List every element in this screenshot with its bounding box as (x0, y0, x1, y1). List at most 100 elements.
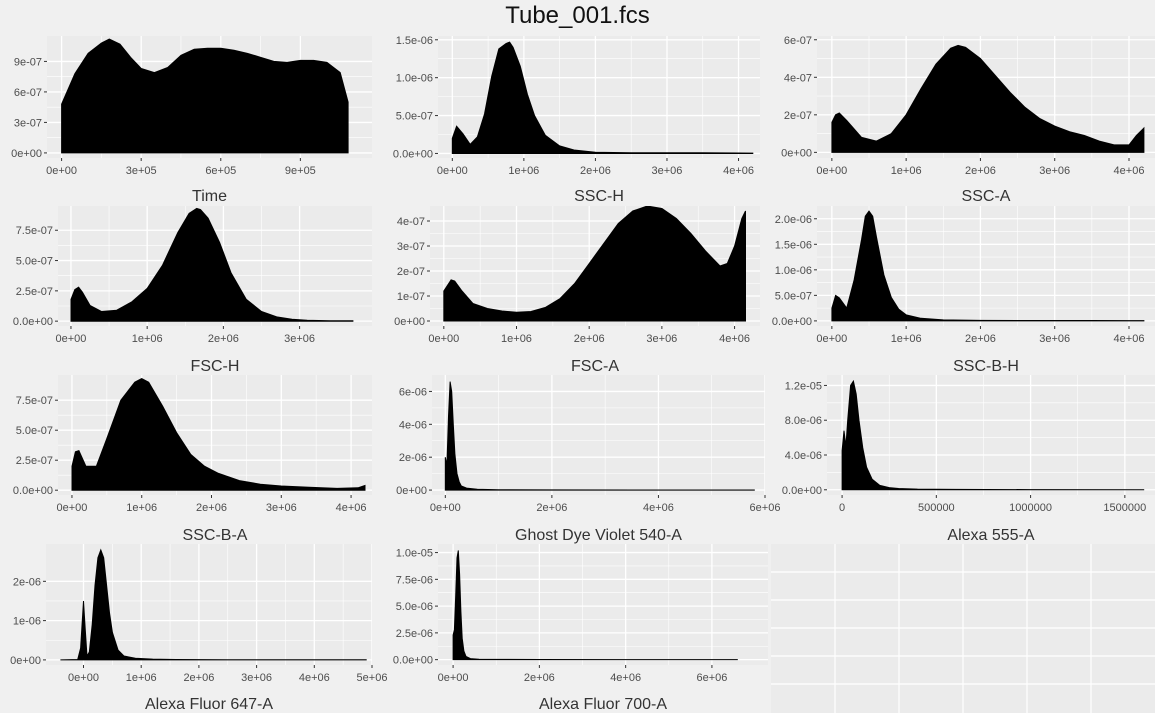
density-area (60, 548, 367, 661)
x-axis-title: SSC-H (574, 188, 624, 205)
x-tick-label: 6e+06 (696, 672, 727, 684)
y-tick-label: 7.5e-06 (396, 574, 433, 586)
x-tick-label: 2e+06 (965, 165, 996, 177)
y-tick-label: 8.0e-06 (785, 415, 822, 427)
density-area (70, 207, 354, 322)
x-axis-title: SSC-A (962, 188, 1011, 205)
x-axis-title: Time (192, 188, 227, 205)
panel-background (438, 544, 768, 665)
y-tick-label: 2.5e-06 (396, 628, 433, 640)
x-tick-label: 3e+06 (241, 672, 272, 684)
histogram-panel: 0e+00 2e+06 4e+06 6e+06 0.0e+00 2.5e-06 5.0e-0… (393, 544, 768, 713)
x-axis-title: Alexa Fluor 700-A (539, 696, 667, 713)
density-area (841, 379, 1145, 491)
x-tick-label: 3e+06 (266, 502, 297, 514)
y-tick-label: 2.5e-07 (16, 455, 53, 467)
x-tick-label: 4e+06 (610, 672, 641, 684)
density-area (831, 44, 1145, 153)
histogram-panel: 0e+00 1e+06 2e+06 3e+06 0.0e+00 2.5e-07 5.0e-0… (13, 206, 372, 375)
histogram-panel: 0 500000 1000000 1500000 0.0e+00 4.0e-06 8.0e-… (782, 375, 1155, 544)
x-tick-label: 0e+00 (816, 333, 847, 345)
x-axis-title: SSC-B-H (953, 358, 1019, 375)
density-area (451, 41, 754, 154)
x-tick-label: 2e+06 (183, 672, 214, 684)
x-tick-label: 2e+06 (574, 333, 605, 345)
y-tick-label: 1.0e-06 (396, 73, 433, 85)
y-tick-label: 2.5e-07 (16, 286, 53, 298)
y-tick-label: 0e+00 (10, 655, 41, 667)
x-tick-label: 2e+06 (196, 502, 227, 514)
y-tick-label: 1e-06 (13, 616, 41, 628)
x-axis-title: Ghost Dye Violet 540-A (515, 527, 682, 544)
x-tick-label: 9e+05 (285, 165, 316, 177)
x-axis-title: Alexa Fluor 647-A (145, 696, 273, 713)
x-tick-label: 1000000 (1009, 502, 1052, 514)
y-tick-label: 0.0e+00 (13, 316, 53, 328)
x-tick-label: 1e+06 (891, 165, 922, 177)
y-tick-label: 0e+00 (396, 485, 427, 497)
histogram-panel: 0e+00 1e+06 2e+06 3e+06 4e+06 0.0e+00 5.0e-07 1… (772, 206, 1155, 375)
y-tick-label: 7.5e-07 (16, 225, 53, 237)
y-tick-label: 0.0e+00 (782, 485, 822, 497)
x-tick-label: 4e+06 (299, 672, 330, 684)
x-tick-label: 1e+06 (508, 165, 539, 177)
x-axis-title: FSC-A (571, 358, 619, 375)
x-tick-label: 2e+06 (208, 333, 239, 345)
x-tick-label: 0e+00 (57, 502, 88, 514)
histogram-panel: 0e+00 3e+05 6e+05 9e+05 0e+00 3e-07 6e-07 9e-07… (11, 36, 372, 205)
x-tick-label: 0e+00 (46, 165, 77, 177)
histogram-panel: 0e+00 1e+06 2e+06 3e+06 4e+06 5e+06 0e+00 1e-06… (10, 544, 387, 713)
x-tick-label: 4e+06 (1114, 165, 1145, 177)
density-area (444, 381, 755, 491)
x-tick-label: 3e+06 (284, 333, 315, 345)
y-tick-label: 1.2e-05 (785, 380, 822, 392)
x-tick-label: 4e+06 (643, 502, 674, 514)
x-tick-label: 6e+06 (750, 502, 781, 514)
x-tick-label: 1e+06 (891, 333, 922, 345)
y-tick-label: 3e-07 (397, 241, 425, 253)
x-tick-label: 3e+06 (652, 165, 683, 177)
x-tick-label: 4e+06 (336, 502, 367, 514)
y-tick-label: 5.0e-07 (16, 425, 53, 437)
x-tick-label: 500000 (918, 502, 955, 514)
histogram-panel: 0e+00 1e+06 2e+06 3e+06 4e+06 0.0e+00 2.5e-07 5… (13, 375, 372, 544)
x-tick-label: 6e+05 (205, 165, 236, 177)
y-tick-label: 1.5e-06 (396, 35, 433, 47)
x-tick-label: 4e+06 (719, 333, 750, 345)
page-title: Tube_001.fcs (505, 2, 650, 29)
x-tick-label: 1e+06 (132, 333, 163, 345)
y-tick-label: 2.0e-06 (775, 214, 812, 226)
x-axis-title: Alexa 555-A (947, 527, 1034, 544)
x-tick-label: 1500000 (1103, 502, 1146, 514)
y-tick-label: 0e+00 (781, 147, 812, 159)
histogram-panel: 0e+00 1e+06 2e+06 3e+06 4e+06 0e+00 2e-07 4e-07… (781, 35, 1155, 205)
x-tick-label: 2e+06 (524, 672, 555, 684)
y-tick-label: 5.0e-06 (396, 601, 433, 613)
y-tick-label: 0.0e+00 (13, 485, 53, 497)
x-tick-label: 0e+00 (437, 165, 468, 177)
y-tick-label: 0e+00 (11, 148, 42, 160)
x-tick-label: 2e+06 (965, 333, 996, 345)
y-tick-label: 0.0e+00 (393, 655, 433, 667)
y-tick-label: 6e-06 (399, 386, 427, 398)
y-tick-label: 6e-07 (784, 35, 812, 47)
y-tick-label: 4e-06 (399, 419, 427, 431)
x-tick-label: 4e+06 (723, 165, 754, 177)
x-tick-label: 3e+06 (1039, 333, 1070, 345)
x-tick-label: 3e+06 (1039, 165, 1070, 177)
density-area (452, 550, 738, 661)
y-tick-label: 2e-06 (13, 576, 41, 588)
x-tick-label: 5e+06 (357, 672, 388, 684)
density-area (443, 206, 746, 322)
x-axis-title: SSC-B-A (183, 527, 248, 544)
x-tick-label: 1e+06 (501, 333, 532, 345)
y-tick-label: 2e-07 (397, 266, 425, 278)
y-tick-label: 3e-07 (14, 117, 42, 129)
y-tick-label: 4e-07 (784, 72, 812, 84)
x-tick-label: 4e+06 (1114, 333, 1145, 345)
y-tick-label: 4e-07 (397, 216, 425, 228)
x-tick-label: 0e+00 (428, 333, 459, 345)
y-tick-label: 0e+00 (394, 316, 425, 328)
